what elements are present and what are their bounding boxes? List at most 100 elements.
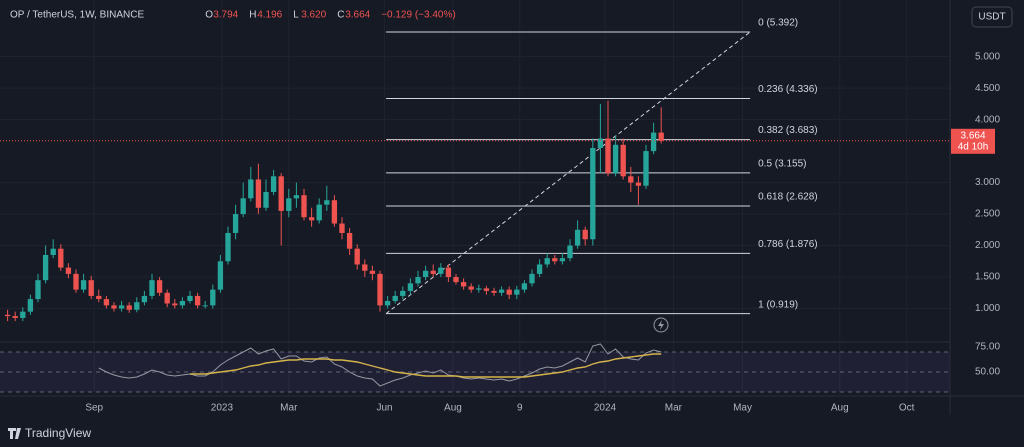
candle-body (187, 295, 193, 301)
fib-label: 0.236 (4.336) (758, 84, 818, 95)
x-tick-label: 9 (517, 403, 523, 414)
candle-body (111, 305, 117, 309)
candle-body (643, 151, 649, 186)
events-icon[interactable] (653, 317, 669, 333)
candle-body (453, 277, 459, 283)
rsi-tick-label: 50.00 (975, 367, 1000, 378)
candle-body (65, 267, 72, 274)
candle-body (362, 264, 368, 271)
candle-body (308, 217, 315, 221)
x-tick-label: Jun (376, 403, 392, 414)
candle-body (605, 138, 611, 174)
candle-body (597, 138, 604, 148)
rsi-tick-label: 75.00 (975, 342, 1000, 353)
candle-body (324, 200, 330, 205)
fib-label: 0.382 (3.683) (758, 125, 818, 136)
currency-box[interactable] (971, 6, 1013, 28)
candle-body (476, 288, 482, 290)
candle-body (574, 229, 581, 246)
candle-body (392, 295, 398, 301)
candle-body (134, 302, 140, 310)
candle-body (552, 258, 558, 262)
candle-body (430, 270, 436, 274)
candle-body (438, 267, 444, 274)
candle-body (164, 292, 170, 304)
candle-body (483, 288, 490, 291)
y-tick-label: 5.000 (975, 51, 1000, 62)
fibonacci: 0 (5.392) 0.236 (4.336) 0.382 (3.683) 0.5 (… (385, 18, 818, 315)
candle-body (141, 295, 148, 303)
candle-body (506, 289, 512, 295)
last-price-label: 3.664 (960, 130, 985, 141)
candle-body (278, 176, 284, 211)
brand-logo (8, 428, 21, 439)
x-tick-label: Mar (280, 403, 298, 414)
x-tick-label: Oct (899, 403, 915, 414)
candle-body (422, 270, 429, 278)
y-tick-label: 3.000 (975, 177, 1000, 188)
candle-body (58, 248, 64, 268)
high-value: 4.196 (257, 10, 282, 21)
x-tick-label: Aug (831, 403, 849, 414)
candle-body (339, 223, 345, 233)
fib-label: 0 (5.392) (758, 18, 798, 29)
candle-body (149, 280, 155, 296)
candle-body (103, 299, 110, 306)
candle-body (407, 283, 414, 291)
candle-body (202, 305, 208, 307)
symbol: OP / TetherUS, 1W, BINANCE (10, 10, 144, 21)
candle-body (498, 289, 505, 293)
currency-button[interactable]: USDT (971, 6, 1013, 28)
y-tick-label: 4.000 (975, 114, 1000, 125)
candle-body (316, 204, 322, 221)
candle-body (529, 273, 535, 284)
candle-body (491, 290, 497, 293)
candle-body (460, 282, 467, 287)
candle-body (172, 303, 178, 306)
currency[interactable]: USDT (978, 12, 1005, 23)
low-label: L (293, 10, 299, 21)
candle-body (12, 316, 18, 318)
candle-body (445, 267, 452, 278)
y-tick-label: 2.500 (975, 209, 1000, 220)
open-value: 3.794 (213, 10, 238, 21)
candle-body (369, 270, 376, 274)
candle-body (80, 280, 87, 290)
candle-body (331, 200, 338, 224)
candle-body (194, 295, 201, 306)
candle-body (270, 176, 277, 193)
candle-body (301, 195, 307, 218)
candle-body (118, 305, 125, 309)
y-tick-label: 1.000 (975, 303, 1000, 314)
candle-body (20, 311, 26, 318)
brand-name: TradingView (25, 426, 91, 440)
candle-body (73, 273, 79, 290)
candle-body (156, 280, 163, 293)
candle-body (35, 280, 41, 300)
events-circle[interactable] (653, 317, 669, 333)
candle-body (468, 286, 474, 290)
y-tick-label: 4.500 (975, 83, 1000, 94)
candle-body (346, 232, 353, 249)
candle-body (590, 147, 596, 240)
candle-body (286, 198, 292, 211)
close-label: C (337, 10, 344, 21)
candles (4, 100, 664, 322)
candle-body (88, 280, 94, 296)
candle-body (582, 229, 588, 240)
events-bolt[interactable] (658, 320, 664, 330)
y-tick-label: 2.000 (975, 240, 1000, 251)
last-price-box (951, 128, 995, 154)
x-tick-label: Mar (665, 403, 683, 414)
candle-body (42, 255, 49, 281)
fib-label: 0.786 (1.876) (758, 239, 818, 250)
x-tick-label: 2023 (211, 403, 234, 414)
x-tick-label: May (733, 403, 752, 414)
candle-body (263, 192, 269, 208)
candle-body (400, 290, 406, 296)
candle-body (293, 195, 300, 199)
candle-body (354, 248, 360, 265)
